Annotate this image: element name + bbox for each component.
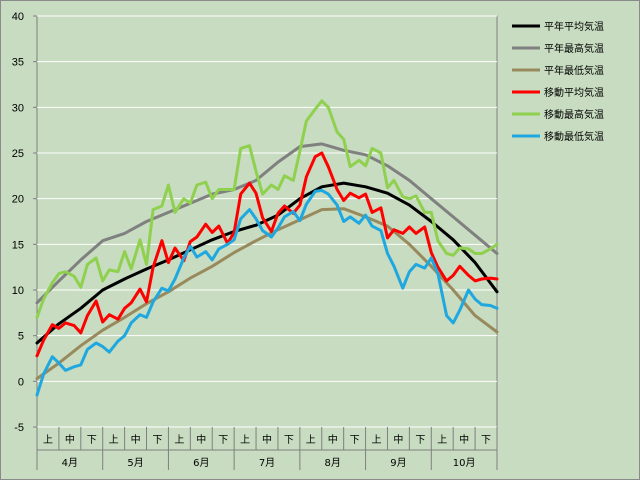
y-tick-label: 40 [12,11,24,23]
series-line [35,188,499,397]
legend-label: 平年最高気温 [544,42,604,55]
y-tick-label: 10 [12,285,24,297]
x-tick-label-month: 4月 [62,457,78,469]
series-line [35,151,499,358]
x-tick-label-dekad: 下 [87,435,97,446]
legend-label: 平年最低気温 [544,64,604,77]
x-tick-label-dekad: 中 [393,433,403,446]
legend-label: 移動平均気温 [544,86,604,99]
x-tick-label-month: 6月 [193,457,209,469]
series-line [35,99,499,319]
x-tick-label-dekad: 中 [65,433,75,446]
x-tick-label-month: 10月 [453,457,476,469]
legend-label: 平年平均気温 [544,20,604,33]
y-tick-label: 25 [12,148,24,160]
x-tick-label-dekad: 中 [131,433,141,446]
y-tick-label: 20 [12,194,24,206]
x-tick-label-dekad: 中 [459,433,469,446]
x-tick-label-dekad: 上 [240,434,250,446]
x-tick-label-dekad: 下 [152,435,162,446]
x-tick-label-dekad: 下 [350,435,360,446]
y-tick-label: -5 [14,422,24,434]
x-tick-label-month: 9月 [390,457,406,469]
x-tick-label-dekad: 中 [196,433,206,446]
x-tick-label-dekad: 中 [262,433,272,446]
x-tick-label-dekad: 上 [174,434,184,446]
x-tick-label-dekad: 上 [109,434,119,446]
x-tick-label-dekad: 上 [306,434,316,446]
x-tick-label-month: 5月 [127,457,143,469]
legend-label: 移動最低気温 [544,130,604,143]
y-tick-label: 5 [18,331,24,343]
x-tick-label-dekad: 中 [328,433,338,446]
series-line [35,181,499,345]
series-line [35,142,499,305]
y-tick-label: 0 [18,376,24,388]
y-tick-label: 15 [12,239,24,251]
x-tick-label-dekad: 下 [481,435,491,446]
x-tick-label-month: 8月 [325,457,341,469]
y-tick-label: 35 [12,57,24,69]
x-tick-label-month: 7月 [259,457,275,469]
x-tick-label-dekad: 下 [415,435,425,446]
x-tick-label-dekad: 下 [218,435,228,446]
y-tick-label: 30 [12,102,24,114]
x-tick-label-dekad: 上 [43,434,53,446]
x-tick-label-dekad: 上 [372,434,382,446]
x-tick-label-dekad: 下 [284,435,294,446]
x-tick-label-dekad: 上 [437,434,447,446]
legend-label: 移動最高気温 [544,108,604,121]
